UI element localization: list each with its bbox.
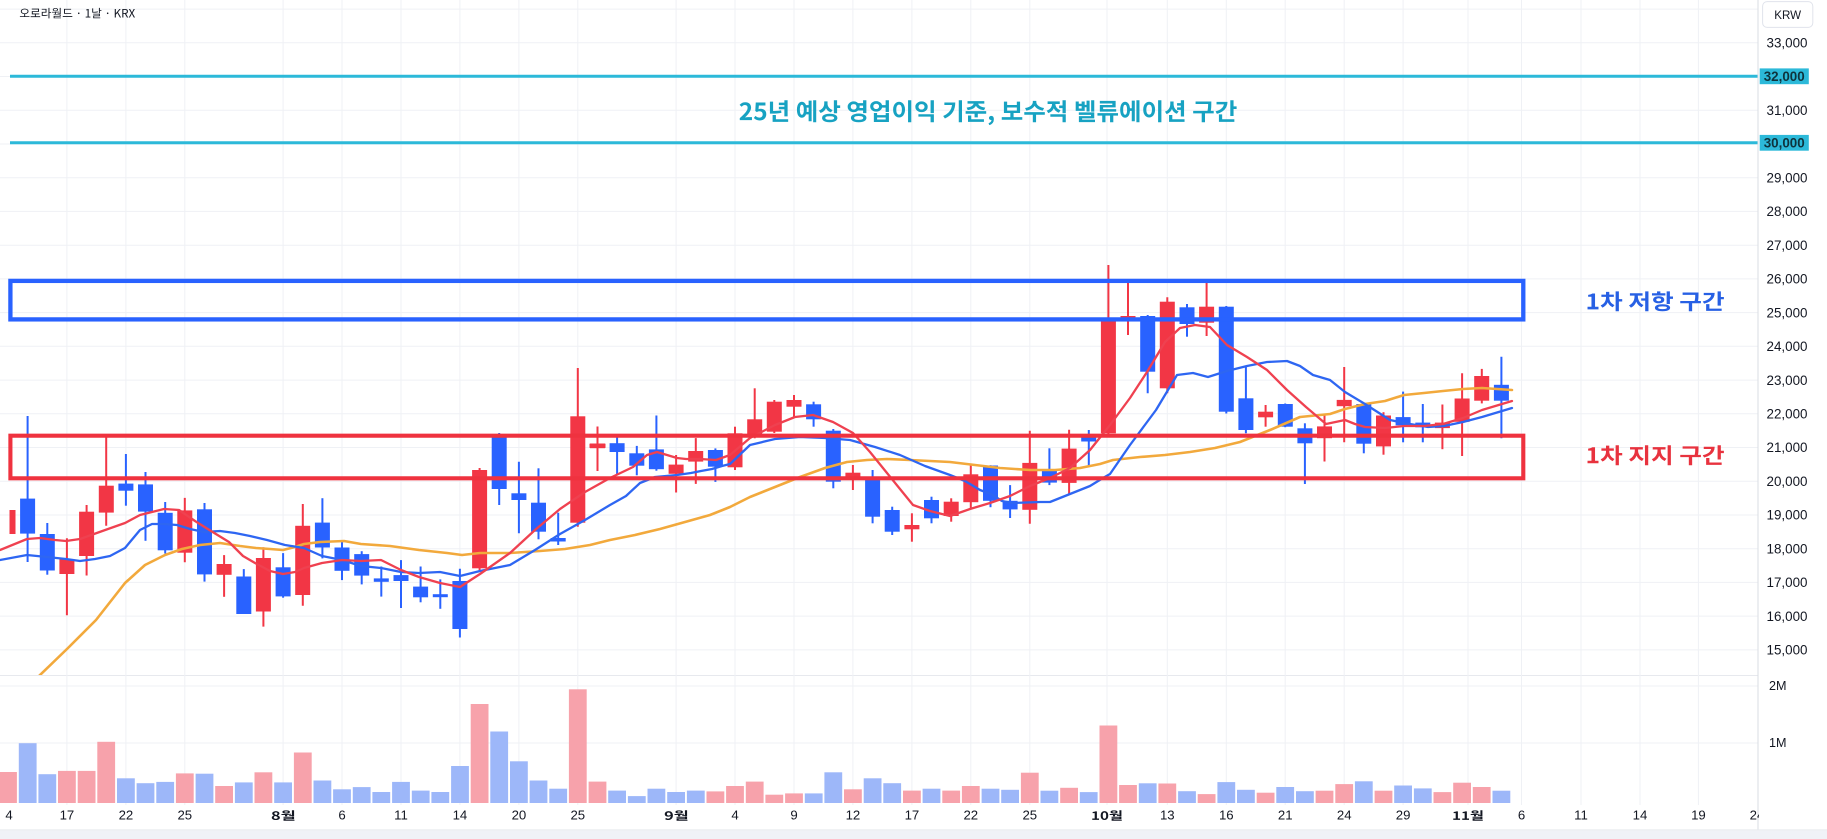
- svg-text:30,000: 30,000: [1764, 136, 1805, 151]
- svg-text:18,000: 18,000: [1767, 541, 1808, 556]
- svg-text:20: 20: [512, 807, 527, 822]
- svg-text:9: 9: [790, 807, 797, 822]
- svg-text:24: 24: [1337, 807, 1352, 822]
- svg-text:28,000: 28,000: [1767, 204, 1808, 219]
- svg-text:20,000: 20,000: [1767, 474, 1808, 489]
- svg-text:21,000: 21,000: [1767, 440, 1808, 455]
- svg-text:29,000: 29,000: [1767, 170, 1808, 185]
- svg-text:11: 11: [1574, 807, 1588, 822]
- svg-text:25: 25: [1022, 807, 1037, 822]
- svg-text:4: 4: [5, 807, 12, 822]
- svg-text:15,000: 15,000: [1767, 643, 1808, 658]
- svg-text:25: 25: [177, 807, 192, 822]
- svg-text:4: 4: [731, 807, 738, 822]
- svg-text:32,000: 32,000: [1764, 69, 1805, 84]
- svg-text:2M: 2M: [1769, 679, 1787, 693]
- svg-text:16,000: 16,000: [1767, 609, 1808, 624]
- svg-text:33,000: 33,000: [1767, 36, 1808, 51]
- svg-text:22,000: 22,000: [1767, 407, 1808, 422]
- svg-text:22: 22: [119, 807, 134, 822]
- svg-text:26,000: 26,000: [1767, 272, 1808, 287]
- svg-text:19,000: 19,000: [1767, 508, 1808, 523]
- svg-text:21: 21: [1278, 807, 1293, 822]
- svg-text:24,000: 24,000: [1767, 339, 1808, 354]
- svg-text:25: 25: [570, 807, 585, 822]
- svg-text:29: 29: [1396, 807, 1411, 822]
- svg-text:14: 14: [1633, 807, 1648, 822]
- svg-text:23,000: 23,000: [1767, 373, 1808, 388]
- svg-text:17,000: 17,000: [1767, 575, 1808, 590]
- svg-text:6: 6: [338, 807, 345, 822]
- svg-text:25,000: 25,000: [1767, 305, 1808, 320]
- svg-text:31,000: 31,000: [1767, 103, 1808, 118]
- svg-text:14: 14: [453, 807, 468, 822]
- svg-text:6: 6: [1518, 807, 1525, 822]
- svg-text:19: 19: [1691, 807, 1706, 822]
- svg-text:12: 12: [846, 807, 861, 822]
- svg-text:24: 24: [1750, 807, 1765, 822]
- svg-text:17: 17: [60, 807, 75, 822]
- svg-text:17: 17: [905, 807, 920, 822]
- svg-text:11: 11: [394, 807, 408, 822]
- svg-text:27,000: 27,000: [1767, 238, 1808, 253]
- svg-text:1M: 1M: [1769, 736, 1787, 750]
- svg-text:22: 22: [963, 807, 978, 822]
- svg-text:13: 13: [1160, 807, 1175, 822]
- svg-text:KRW: KRW: [1774, 9, 1801, 22]
- svg-text:16: 16: [1219, 807, 1234, 822]
